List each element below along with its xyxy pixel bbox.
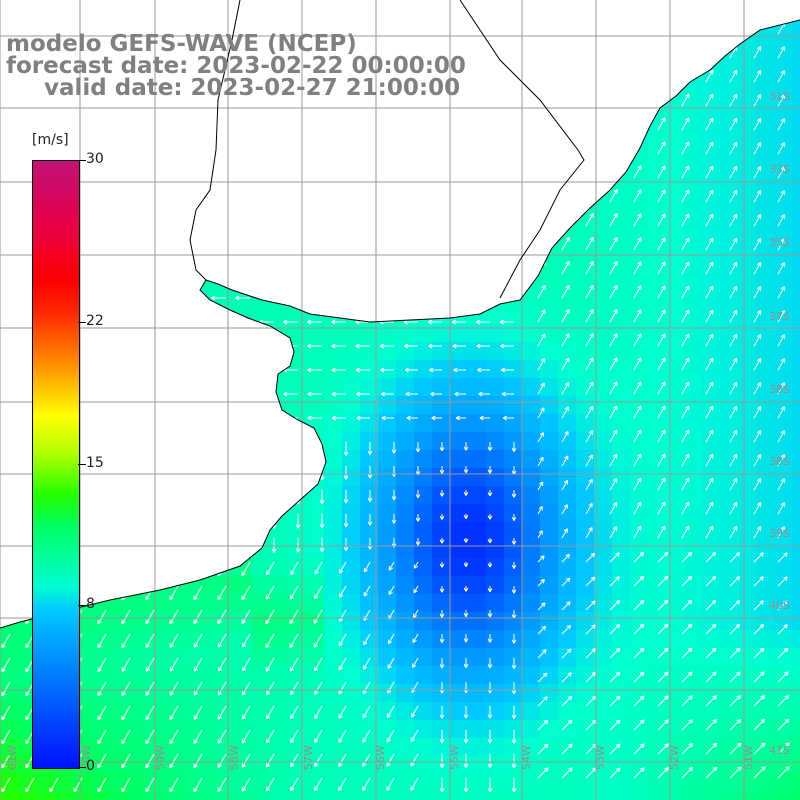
lat-label: 41S — [769, 744, 790, 757]
border-line — [189, 0, 241, 281]
lon-label: 53W — [594, 745, 607, 770]
lat-label: 37S — [769, 310, 790, 323]
colorbar-tick-label: 22 — [86, 312, 104, 329]
coastline — [0, 19, 800, 629]
border-line — [459, 0, 585, 299]
colorbar-tick — [78, 605, 86, 607]
title-forecast-date: forecast date: 2023-02-22 00:00:00 — [6, 53, 466, 79]
colorbar-tick — [78, 321, 86, 323]
lon-label: 60W — [80, 745, 93, 770]
lon-label: 54W — [520, 745, 533, 770]
colorbar — [32, 160, 80, 769]
lon-label: 51W — [742, 745, 755, 770]
lat-label: 38S — [769, 455, 790, 468]
lon-label: 58W — [228, 745, 241, 770]
lat-label: 33S — [769, 163, 790, 176]
lat-label: 40S — [769, 599, 790, 612]
lon-label: 56W — [374, 745, 387, 770]
lat-label: 39S — [769, 527, 790, 540]
lon-label: 61W — [6, 745, 19, 770]
colorbar-tick-label: 30 — [86, 151, 104, 167]
lat-label: 31S — [769, 90, 790, 103]
lon-label: 52W — [668, 745, 681, 770]
lon-label: 59W — [154, 745, 167, 770]
colorbar-tick — [78, 160, 86, 161]
lon-label: 57W — [302, 745, 315, 770]
colorbar-tick — [78, 767, 86, 768]
colorbar-tick-label: 15 — [86, 454, 104, 471]
title-valid-date: valid date: 2023-02-27 21:00:00 — [44, 75, 461, 101]
lat-label: 35S — [769, 236, 790, 249]
colorbar-tick-label: 8 — [86, 596, 95, 613]
lon-label: 55W — [448, 745, 461, 770]
colorbar-tick — [78, 463, 86, 465]
colorbar-unit: [m/s] — [32, 132, 69, 148]
lat-label: 38S — [769, 383, 790, 396]
title-model: modelo GEFS-WAVE (NCEP) — [6, 31, 357, 57]
colorbar-tick-label: 0 — [86, 758, 95, 774]
